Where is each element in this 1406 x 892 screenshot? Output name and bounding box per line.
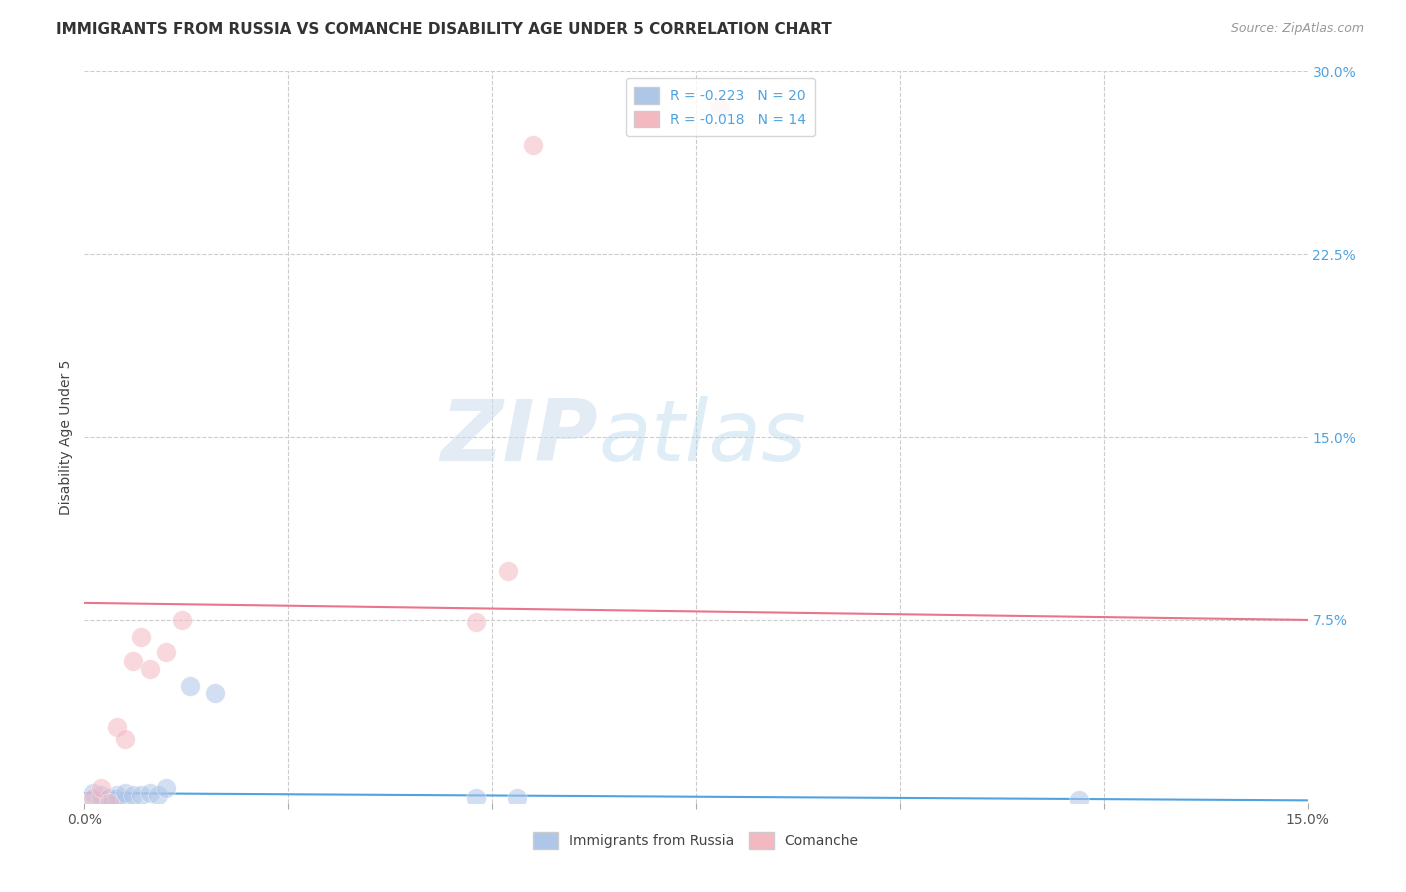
Point — [97, 791, 120, 805]
Text: ZIP: ZIP — [440, 395, 598, 479]
Point — [90, 789, 112, 803]
Point — [204, 686, 226, 700]
Point — [498, 564, 520, 578]
Point — [505, 791, 527, 805]
Point — [138, 662, 160, 676]
Point — [90, 793, 112, 807]
Point — [131, 630, 153, 644]
Point — [464, 615, 486, 630]
Point — [1069, 793, 1091, 807]
Point — [105, 789, 128, 803]
Point — [114, 732, 136, 747]
Text: Source: ZipAtlas.com: Source: ZipAtlas.com — [1230, 22, 1364, 36]
Point — [82, 791, 104, 805]
Y-axis label: Disability Age Under 5: Disability Age Under 5 — [59, 359, 73, 515]
Point — [155, 645, 177, 659]
Text: IMMIGRANTS FROM RUSSIA VS COMANCHE DISABILITY AGE UNDER 5 CORRELATION CHART: IMMIGRANTS FROM RUSSIA VS COMANCHE DISAB… — [56, 22, 832, 37]
Point — [114, 786, 136, 800]
Point — [105, 791, 128, 805]
Point — [114, 793, 136, 807]
Point — [172, 613, 194, 627]
Point — [90, 781, 112, 796]
Text: atlas: atlas — [598, 395, 806, 479]
Point — [97, 796, 120, 810]
Point — [131, 789, 153, 803]
Point — [155, 781, 177, 796]
Point — [122, 654, 145, 668]
Point — [105, 720, 128, 734]
Point — [138, 786, 160, 800]
Point — [146, 789, 169, 803]
Point — [179, 679, 201, 693]
Legend: Immigrants from Russia, Comanche: Immigrants from Russia, Comanche — [527, 826, 865, 855]
Point — [464, 791, 486, 805]
Point — [82, 786, 104, 800]
Point — [522, 137, 544, 152]
Point — [709, 101, 731, 115]
Point — [82, 791, 104, 805]
Point — [122, 789, 145, 803]
Point — [97, 791, 120, 805]
